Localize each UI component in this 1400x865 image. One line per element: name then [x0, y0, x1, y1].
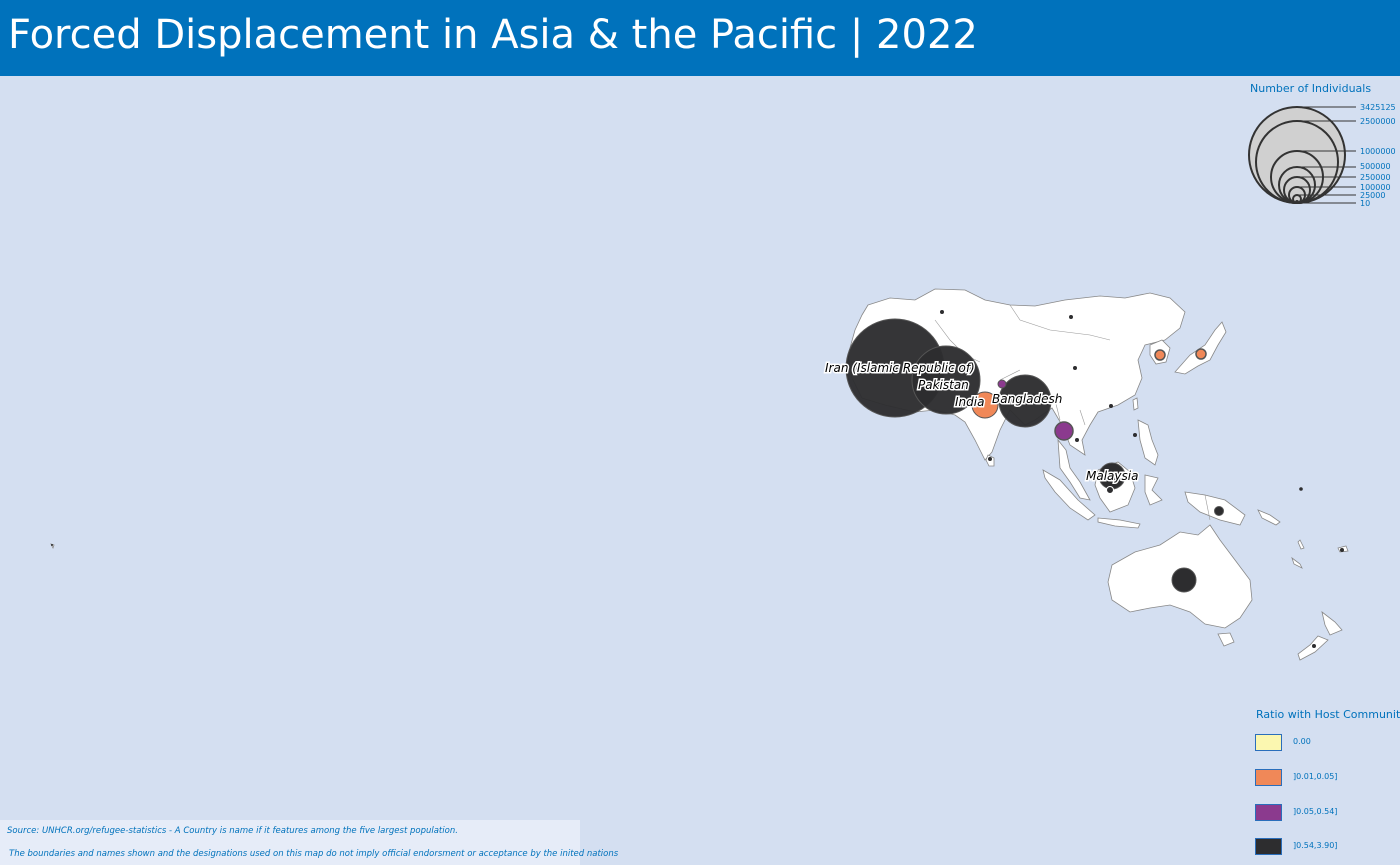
color-legend-item-low: ]0.01,0.05]: [1255, 769, 1395, 789]
bubble-mongolia[interactable]: [940, 310, 944, 314]
source-note: Source: UNHCR.org/refugee-statistics - A…: [7, 826, 458, 836]
bubble-cambodia[interactable]: [1075, 438, 1079, 442]
asia-mainland: [847, 288, 1186, 461]
bubble-vietnam[interactable]: [1109, 404, 1113, 408]
vanuatu: [1297, 539, 1305, 550]
bubble-india[interactable]: [971, 391, 999, 419]
bubble-australia[interactable]: [1171, 567, 1197, 593]
philippines: [1137, 419, 1159, 466]
bubble-nz[interactable]: [1312, 644, 1316, 648]
size-legend: Number of Individuals 3425125 2500000 10…: [1240, 80, 1400, 210]
japan: [1174, 321, 1227, 375]
header-bar: Forced Displacement in Asia & the Pacifi…: [0, 0, 1400, 76]
label-india: India: [955, 395, 984, 409]
swatch-high: [1255, 838, 1282, 855]
size-label-10: 10: [1360, 199, 1370, 208]
size-label-500000: 500000: [1360, 162, 1391, 171]
sulawesi: [1144, 474, 1163, 506]
color-label-mid: ]0.05,0.54]: [1293, 807, 1338, 816]
size-label-1000000: 1000000: [1360, 147, 1396, 156]
swatch-mid: [1255, 804, 1282, 821]
color-legend-item-mid: ]0.05,0.54]: [1255, 804, 1395, 824]
color-label-high: ]0.54,3.90]: [1293, 841, 1338, 850]
bubble-indonesia[interactable]: [1106, 486, 1114, 494]
bubble-fiji[interactable]: [1340, 548, 1344, 552]
malay-peninsula: [1057, 438, 1091, 501]
taiwan: [1132, 397, 1139, 411]
bubble-thailand[interactable]: [1054, 421, 1074, 441]
color-label-low: ]0.01,0.05]: [1293, 772, 1338, 781]
label-malaysia: Malaysia: [1086, 469, 1138, 483]
bubble-philippines[interactable]: [1133, 433, 1137, 437]
new-caledonia: [1291, 556, 1303, 569]
bubbles: [51, 310, 1344, 648]
bubble-west-island[interactable]: [51, 544, 53, 546]
map[interactable]: Iran (Islamic Republic of) Pakistan Indi…: [0, 76, 1400, 820]
label-iran: Iran (Islamic Republic of): [825, 361, 975, 375]
country-labels: Iran (Islamic Republic of) Pakistan Indi…: [824, 360, 1140, 485]
bubble-pacific[interactable]: [1299, 487, 1303, 491]
java: [1097, 517, 1141, 529]
land-masses: [50, 288, 1349, 661]
color-legend-title: Ratio with Host Community: [1256, 708, 1400, 721]
tasmania: [1217, 632, 1235, 647]
disclaimer-note: The boundaries and names shown and the d…: [9, 849, 619, 859]
swatch-zero: [1255, 734, 1282, 751]
footer-notes: Source: UNHCR.org/refugee-statistics - A…: [0, 820, 618, 865]
swatch-low: [1255, 769, 1282, 786]
bubble-china[interactable]: [1073, 366, 1077, 370]
label-pakistan: Pakistan: [918, 378, 969, 392]
size-label-25000: 25000: [1360, 191, 1385, 200]
size-label-100000: 100000: [1360, 183, 1391, 192]
size-label-3425125: 3425125: [1360, 103, 1396, 112]
bubble-bangladesh[interactable]: [998, 374, 1052, 428]
new-zealand-north: [1321, 611, 1343, 636]
solomon-islands: [1257, 509, 1281, 526]
color-legend-item-zero: 0.00: [1255, 734, 1395, 754]
page-title: Forced Displacement in Asia & the Pacifi…: [8, 12, 978, 58]
color-label-zero: 0.00: [1293, 737, 1311, 746]
color-legend-item-high: ]0.54,3.90]: [1255, 838, 1395, 858]
size-label-250000: 250000: [1360, 173, 1391, 182]
bubble-china-north[interactable]: [1069, 315, 1073, 319]
bubble-srilanka[interactable]: [988, 457, 992, 461]
sumatra: [1042, 469, 1096, 521]
size-legend-graphic: 3425125 2500000 1000000 500000 250000 10…: [1248, 103, 1396, 208]
new-zealand-south: [1297, 635, 1329, 661]
bubble-japan[interactable]: [1195, 348, 1207, 360]
bubble-png[interactable]: [1214, 506, 1224, 516]
size-label-2500000: 2500000: [1360, 117, 1396, 126]
bubble-nepal[interactable]: [997, 379, 1007, 389]
bubble-korea[interactable]: [1154, 349, 1166, 361]
color-legend: Ratio with Host Community 0.00 ]0.01,0.0…: [1250, 706, 1400, 861]
label-bangladesh: Bangladesh: [992, 392, 1062, 406]
size-legend-title: Number of Individuals: [1250, 82, 1372, 95]
bubble-pakistan[interactable]: [911, 345, 981, 415]
